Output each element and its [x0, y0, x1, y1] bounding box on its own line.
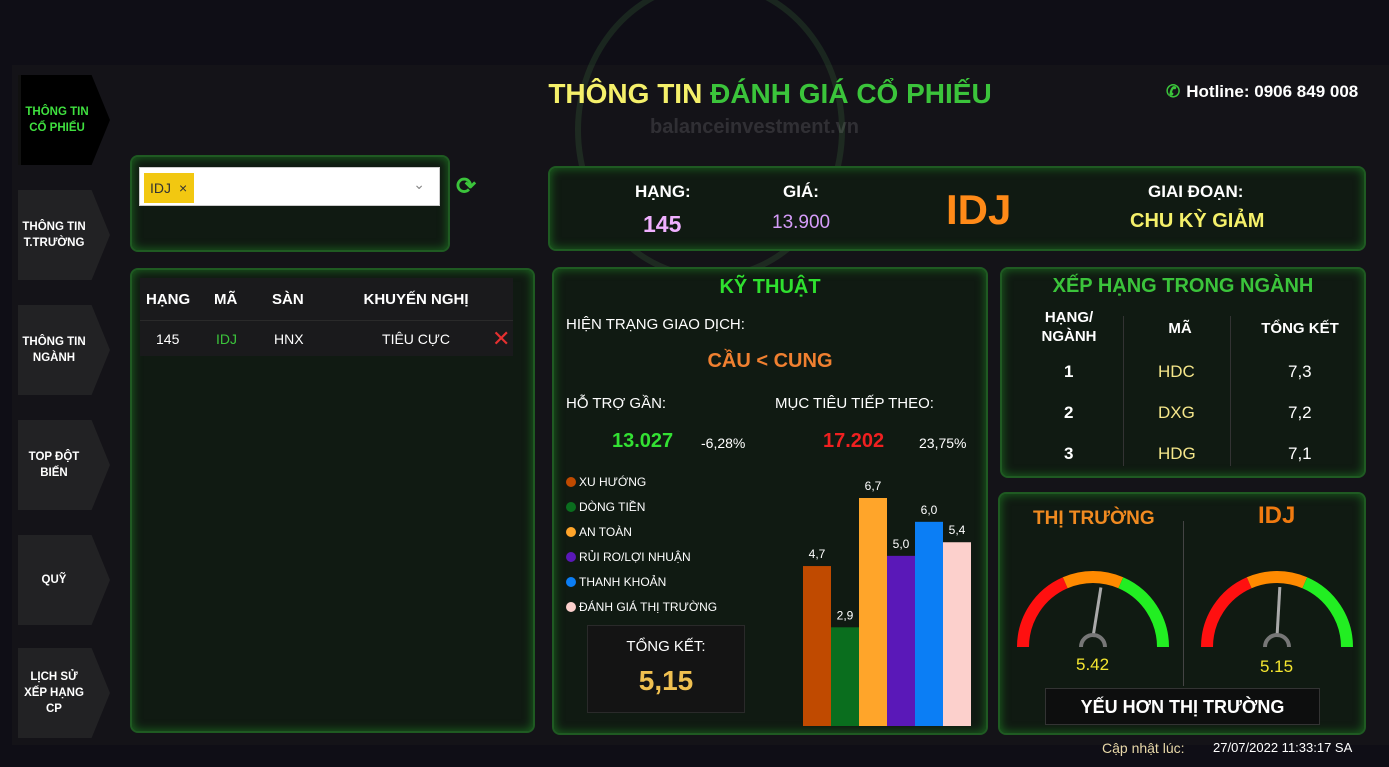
target-pct: 23,75%: [919, 435, 967, 451]
update-timestamp: 27/07/2022 11:33:17 SA: [1213, 740, 1353, 755]
col-code[interactable]: MÃ: [214, 290, 238, 308]
summary-panel: [548, 166, 1366, 251]
legend-swatch: [566, 601, 576, 612]
gauge-hub: [1079, 633, 1107, 648]
gauge-segment: [1017, 577, 1068, 648]
legend-item: RỦI RO/LỢI NHUẬN: [566, 544, 717, 569]
bar-label: 5,0: [893, 537, 910, 551]
sidebar-item-0[interactable]: THÔNG TIN CỔ PHIẾU: [18, 75, 110, 165]
phone-icon: ✆: [1166, 82, 1181, 101]
bar-label: 2,9: [837, 608, 854, 622]
bar[interactable]: [915, 521, 943, 726]
ranking-col-code: MÃ: [1168, 320, 1192, 337]
bar-label: 5,4: [949, 523, 966, 537]
status-value: CẦU < CUNG: [707, 350, 833, 372]
stock-select[interactable]: IDJ × ⌄: [139, 167, 440, 206]
legend-item: DÒNG TIỀN: [566, 494, 717, 519]
total-box: TỔNG KẾT: 5,15: [587, 625, 745, 713]
bar[interactable]: [831, 627, 859, 726]
table-header: HẠNG MÃ SÀN KHUYẾN NGHỊ: [140, 278, 513, 320]
sidebar-item-4[interactable]: QUỸ: [18, 535, 110, 625]
verdict-box: YẾU HƠN THỊ TRƯỜNG: [1045, 688, 1320, 725]
sidebar-item-1[interactable]: THÔNG TIN T.TRƯỜNG: [18, 190, 110, 280]
bar[interactable]: [803, 566, 831, 726]
table-row[interactable]: 145 IDJ HNX TIÊU CỰC ✕: [140, 320, 513, 356]
divider: [1183, 521, 1184, 686]
legend-item: ĐÁNH GIÁ THỊ TRƯỜNG: [566, 594, 717, 619]
technical-title: KỸ THUẬT: [719, 276, 821, 298]
price-value: 13.900: [772, 212, 831, 233]
support-label: HỖ TRỢ GẦN:: [566, 395, 667, 412]
bar[interactable]: [887, 555, 915, 726]
rank-label: HẠNG:: [635, 182, 691, 201]
price-label: GIÁ:: [783, 182, 819, 201]
bar-label: 6,7: [865, 479, 882, 493]
bar[interactable]: [859, 498, 887, 726]
ranking-title: XẾP HẠNG TRONG NGÀNH: [1052, 275, 1314, 297]
negative-x-icon: ✕: [492, 325, 511, 351]
gauge-segment: [1246, 571, 1308, 589]
total-label: TỔNG KẾT:: [626, 638, 706, 655]
support-pct: -6,28%: [701, 435, 746, 451]
total-value: 5,15: [638, 665, 694, 696]
legend-swatch: [566, 476, 576, 487]
gauge-segment: [1302, 577, 1353, 648]
gauge-needle: [1091, 587, 1103, 638]
ranking-col-rank: HẠNG/ NGÀNH: [1041, 309, 1097, 345]
target-value: 17.202: [823, 430, 885, 452]
market-gauge-title: THỊ TRƯỜNG: [1033, 508, 1155, 529]
support-value: 13.027: [612, 430, 674, 452]
ranking-row[interactable]: 1 HDC 7,3: [1064, 362, 1312, 381]
refresh-icon[interactable]: ⟳: [456, 173, 477, 200]
legend-item: THANH KHOẢN: [566, 569, 717, 594]
legend-swatch: [566, 501, 576, 512]
divider: [1230, 316, 1231, 466]
target-label: MỤC TIÊU TIẾP THEO:: [775, 395, 934, 412]
gauge-segment: [1062, 571, 1124, 589]
chevron-down-icon[interactable]: ⌄: [413, 176, 425, 192]
sidebar-item-2[interactable]: THÔNG TIN NGÀNH: [18, 305, 110, 395]
ticker: IDJ: [946, 186, 1012, 233]
ranking-col-score: TỔNG KẾT: [1261, 320, 1339, 337]
sidebar-item-5[interactable]: LỊCH SỬ XẾP HẠNG CP: [18, 648, 110, 738]
chart-legend: XU HƯỚNG DÒNG TIỀN AN TOÀN RỦI RO/LỢI NHUẬN…: [566, 469, 717, 619]
stock-gauge-title: IDJ: [1258, 502, 1296, 529]
stock-gauge: [1201, 571, 1353, 648]
market-gauge-value: 5.42: [1076, 655, 1110, 674]
divider: [1123, 316, 1124, 466]
status-label: HIỆN TRẠNG GIAO DỊCH:: [566, 316, 745, 333]
legend-item: XU HƯỚNG: [566, 469, 717, 494]
ranking-row[interactable]: 2 DXG 7,2: [1064, 403, 1312, 422]
stock-table: HẠNG MÃ SÀN KHUYẾN NGHỊ 145 IDJ HNX TIÊU…: [140, 278, 513, 356]
bar-chart: 4,7 2,9 6,7 5,0 6,0 5,4: [803, 479, 971, 726]
stage-label: GIAI ĐOẠN:: [1148, 182, 1244, 201]
legend-swatch: [566, 576, 576, 587]
ranking-panel: [1000, 267, 1366, 478]
legend-swatch: [566, 551, 576, 562]
legend-swatch: [566, 526, 576, 537]
update-label: Cập nhật lúc:: [1102, 740, 1185, 756]
gauge-segment: [1118, 577, 1169, 648]
sidebar-item-3[interactable]: TOP ĐỘT BIẾN: [18, 420, 110, 510]
stock-gauge-value: 5.15: [1260, 657, 1294, 676]
bar-label: 4,7: [809, 547, 826, 561]
gauge-needle: [1275, 586, 1282, 638]
ranking-row[interactable]: 3 HDG 7,1: [1064, 444, 1312, 463]
selected-tag[interactable]: IDJ ×: [144, 173, 194, 203]
gauge-hub: [1263, 633, 1291, 648]
bar[interactable]: [943, 542, 971, 726]
col-exchange[interactable]: SÀN: [272, 290, 304, 308]
watermark-text: balanceinvestment.vn: [650, 116, 859, 138]
col-rank[interactable]: HẠNG: [146, 290, 191, 308]
legend-item: AN TOÀN: [566, 519, 717, 544]
hotline[interactable]: ✆ Hotline: 0906 849 008: [1166, 82, 1359, 101]
gauge-segment: [1201, 577, 1252, 648]
rank-value: 145: [643, 211, 682, 237]
bar-label: 6,0: [921, 503, 938, 517]
col-recommendation[interactable]: KHUYẾN NGHỊ: [363, 290, 469, 308]
page-title: THÔNG TIN ĐÁNH GIÁ CỔ PHIẾU: [548, 78, 992, 109]
market-gauge: [1017, 571, 1169, 648]
remove-tag-icon[interactable]: ×: [179, 180, 188, 196]
stage-value: CHU KỲ GIẢM: [1130, 210, 1265, 232]
